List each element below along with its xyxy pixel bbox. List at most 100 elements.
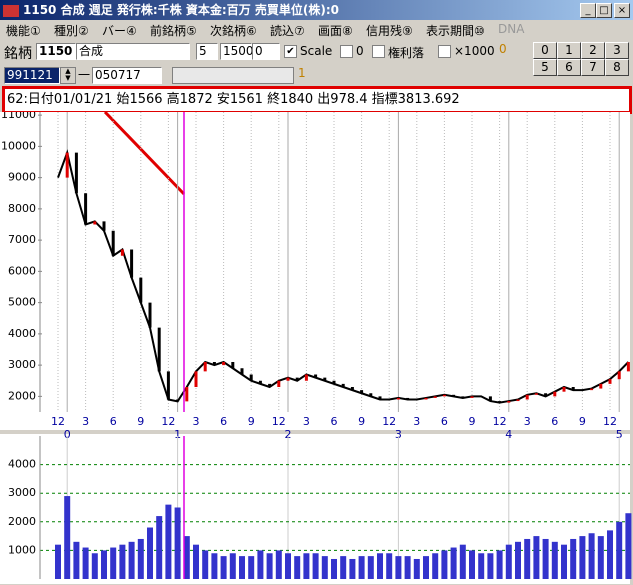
x-year-label: 3	[395, 428, 402, 441]
volume-bar	[294, 556, 301, 579]
menu-item[interactable]: 前銘柄⑤	[150, 24, 197, 38]
volume-bar	[551, 541, 558, 579]
volume-bar	[174, 507, 181, 579]
x-tick-label: 6	[220, 415, 227, 428]
menu-item[interactable]: 種別②	[54, 24, 89, 38]
volume-bar	[119, 544, 126, 579]
number-button[interactable]: 5	[533, 59, 557, 76]
volume-bar	[321, 556, 328, 579]
y-tick-label: 10000	[1, 139, 36, 152]
y-tick-label: 2000	[8, 389, 36, 402]
menu-item[interactable]: 信用残⑨	[366, 24, 413, 38]
number-button[interactable]: 3	[605, 42, 629, 59]
number-button[interactable]: 0	[533, 42, 557, 59]
annotation-arrow	[103, 112, 186, 196]
x-tick-label: 9	[579, 415, 586, 428]
number-button[interactable]: 7	[581, 59, 605, 76]
volume-bar	[147, 527, 153, 579]
y-tick-label: 7000	[8, 233, 36, 246]
volume-bar	[165, 504, 172, 579]
date-from[interactable]: 991121	[4, 67, 60, 84]
volume-bar	[82, 547, 89, 579]
volume-bar	[202, 550, 209, 579]
x-tick-label: 9	[358, 415, 365, 428]
date-to[interactable]: 050717	[92, 67, 162, 84]
code-input[interactable]: 1150	[36, 43, 76, 60]
checkbox-label: 権利落	[388, 46, 425, 60]
y-tick-label: 8000	[8, 202, 36, 215]
window-title: 1150 合成 週足 発行株:千株 資本金:百万 売買単位(株):0	[23, 3, 340, 17]
volume-bar	[561, 544, 567, 579]
x-tick-label: 12	[603, 415, 617, 428]
volume-bar	[101, 550, 107, 579]
volume-bar	[64, 496, 71, 579]
menu-item[interactable]: DNA	[498, 22, 525, 36]
number-button[interactable]: 8	[605, 59, 629, 76]
number-button[interactable]: 2	[581, 42, 605, 59]
volume-bar	[248, 556, 255, 579]
minimize-button[interactable]: _	[580, 3, 596, 18]
checkbox-label: 0	[356, 44, 364, 58]
y-tick-label: 4000	[8, 327, 36, 340]
volume-bar	[55, 544, 61, 579]
volume-bar	[156, 516, 163, 579]
x-tick-label: 6	[441, 415, 448, 428]
number-button[interactable]: 1	[557, 42, 581, 59]
volume-bar	[505, 544, 512, 579]
field-input[interactable]: 1500	[220, 43, 254, 60]
volume-bar	[183, 536, 190, 579]
volume-bar	[211, 553, 218, 579]
title-bar: 1150 合成 週足 発行株:千株 資本金:百万 売買単位(株):0	[0, 0, 633, 20]
x-tick-label: 6	[551, 415, 558, 428]
x-tick-label: 12	[161, 415, 175, 428]
spinner[interactable]: ▲ ▼	[60, 67, 76, 84]
menu-item[interactable]: 機能①	[6, 24, 41, 38]
name-input[interactable]: 合成	[76, 43, 190, 60]
x-year-label: 2	[285, 428, 292, 441]
price-panel	[0, 112, 630, 430]
checkbox[interactable]	[372, 45, 385, 58]
field-input[interactable]: 0	[252, 43, 280, 60]
scrollbar[interactable]	[172, 67, 294, 84]
x-tick-label: 6	[110, 415, 117, 428]
maximize-button[interactable]: □	[596, 3, 612, 18]
close-button[interactable]: ×	[614, 3, 630, 18]
menu-item[interactable]: バー④	[102, 24, 137, 38]
menu-item[interactable]: 次銘柄⑥	[210, 24, 257, 38]
volume-bar	[386, 553, 393, 579]
x-tick-label: 12	[493, 415, 507, 428]
volume-bar	[229, 553, 236, 579]
info-line: 62:日付01/01/21 始1566 高1872 安1561 終1840 出9…	[2, 86, 632, 114]
volume-bar	[312, 553, 319, 579]
x-year-label: 1	[174, 428, 181, 441]
volume-bar	[220, 556, 227, 579]
volume-bar	[570, 538, 577, 579]
x-tick-label: 3	[524, 415, 531, 428]
menu-item[interactable]: 画面⑧	[318, 24, 353, 38]
menu-item[interactable]: 読込⑦	[270, 24, 305, 38]
volume-bar	[542, 538, 549, 579]
volume-bar	[450, 547, 457, 579]
volume-bar	[487, 553, 494, 579]
y-tick-label: 3000	[8, 358, 36, 371]
checkbox[interactable]	[340, 45, 353, 58]
x-tick-label: 9	[469, 415, 476, 428]
checkbox[interactable]	[438, 45, 451, 58]
volume-bar	[257, 550, 264, 579]
volume-bar	[340, 556, 347, 579]
volume-bar	[110, 547, 117, 579]
volume-bar	[413, 558, 420, 579]
y-tick-label: 11000	[1, 112, 36, 121]
volume-bar	[459, 544, 466, 579]
x-year-label: 5	[616, 428, 623, 441]
checkbox[interactable]: ✔	[284, 45, 297, 58]
menu-item[interactable]: 表示期間⑩	[426, 24, 485, 38]
volume-bar	[533, 536, 540, 579]
field-input[interactable]: 5	[196, 43, 218, 60]
number-button[interactable]: 6	[557, 59, 581, 76]
volume-bar	[128, 541, 135, 579]
checkbox-label: Scale	[300, 44, 333, 58]
x-year-label: 0	[64, 428, 71, 441]
y-tick-label: 3000	[8, 486, 36, 499]
